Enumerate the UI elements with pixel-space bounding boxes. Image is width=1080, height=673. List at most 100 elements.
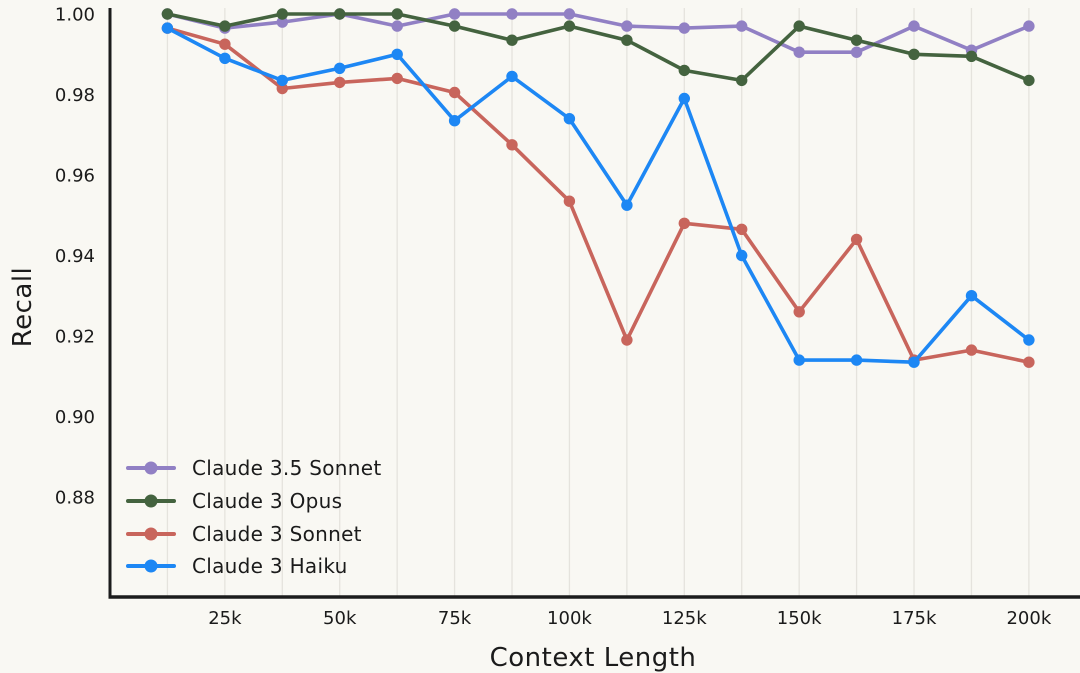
data-point-claude-3-sonnet	[334, 76, 346, 89]
y-tick-label: 0.90	[55, 407, 95, 428]
data-point-claude-3-5-sonnet	[563, 8, 576, 20]
data-point-claude-3-opus	[1023, 74, 1035, 87]
x-tick-label: 150k	[777, 608, 822, 629]
data-point-claude-3-opus	[850, 34, 863, 46]
data-point-claude-3-haiku	[736, 249, 748, 262]
x-tick-label: 25k	[208, 608, 242, 629]
data-point-claude-3-sonnet	[1023, 356, 1035, 368]
data-point-claude-3-haiku	[678, 92, 690, 105]
legend-label: Claude 3 Sonnet	[192, 521, 362, 546]
data-point-claude-3-sonnet	[678, 217, 690, 229]
line-marker-icon	[126, 559, 176, 573]
line-marker-icon	[126, 461, 176, 475]
series-claude-3-haiku	[161, 22, 1035, 368]
data-point-claude-3-5-sonnet	[736, 20, 748, 32]
data-point-claude-3-haiku	[563, 113, 576, 125]
x-tick-labels: 25k 50k 75k 100k 125k 150k 175k 200k	[208, 608, 1052, 629]
x-tick-label: 50k	[323, 608, 357, 629]
gridlines	[166, 8, 1030, 596]
series-claude-3-sonnet	[161, 22, 1035, 368]
data-point-claude-3-opus	[736, 74, 748, 87]
y-tick-label: 1.00	[55, 5, 95, 26]
data-point-claude-3-5-sonnet	[391, 20, 403, 32]
series-line-claude-3-haiku	[165, 26, 1031, 365]
y-tick-label: 0.96	[55, 166, 95, 187]
data-point-claude-3-sonnet	[506, 139, 518, 151]
data-point-claude-3-opus	[965, 50, 978, 62]
legend-item-claude-3-5-sonnet: Claude 3.5 Sonnet	[126, 452, 382, 485]
y-tick-label: 0.94	[55, 246, 95, 267]
data-point-claude-3-opus	[621, 34, 633, 46]
data-point-claude-3-sonnet	[563, 195, 576, 207]
x-tick-label: 200k	[1006, 608, 1051, 629]
series-line-claude-3-opus	[165, 12, 1031, 83]
data-point-claude-3-opus	[334, 8, 346, 20]
legend-item-claude-3-sonnet: Claude 3 Sonnet	[126, 517, 382, 550]
legend: Claude 3.5 Sonnet Claude 3 Opus Claude 3…	[126, 452, 382, 583]
series-line-claude-3-sonnet	[165, 26, 1031, 365]
data-point-claude-3-opus	[448, 20, 461, 32]
data-point-claude-3-5-sonnet	[850, 46, 863, 58]
data-point-claude-3-haiku	[965, 290, 978, 302]
data-point-claude-3-haiku	[506, 70, 518, 83]
data-point-claude-3-sonnet	[621, 334, 633, 346]
data-point-claude-3-5-sonnet	[793, 46, 805, 58]
data-point-claude-3-opus	[563, 20, 576, 32]
series-claude-3-opus	[161, 8, 1035, 87]
line-marker-icon	[126, 494, 176, 508]
data-point-claude-3-haiku	[908, 356, 920, 368]
line-marker-icon	[126, 527, 176, 541]
data-point-claude-3-opus	[793, 20, 805, 32]
data-point-claude-3-opus	[908, 48, 920, 60]
data-point-claude-3-haiku	[391, 48, 403, 60]
data-point-claude-3-haiku	[1023, 334, 1035, 346]
y-tick-label: 0.92	[55, 327, 95, 348]
x-axis-title: Context Length	[489, 643, 697, 673]
series-line-claude-3-5-sonnet	[165, 12, 1031, 55]
data-point-claude-3-5-sonnet	[448, 8, 461, 20]
data-point-claude-3-haiku	[219, 52, 231, 64]
x-tick-label: 175k	[892, 608, 937, 629]
legend-item-claude-3-opus: Claude 3 Opus	[126, 485, 382, 518]
data-point-claude-3-opus	[678, 64, 690, 77]
data-point-claude-3-5-sonnet	[1023, 20, 1035, 32]
data-point-claude-3-sonnet	[276, 82, 288, 95]
data-point-claude-3-opus	[161, 8, 174, 20]
data-point-claude-3-haiku	[276, 74, 288, 87]
y-tick-label: 0.88	[55, 488, 95, 509]
data-point-claude-3-opus	[219, 20, 231, 32]
data-point-claude-3-sonnet	[736, 223, 748, 235]
data-point-claude-3-haiku	[850, 354, 863, 366]
legend-label: Claude 3 Opus	[192, 489, 343, 514]
data-point-claude-3-haiku	[161, 22, 174, 34]
data-point-claude-3-haiku	[448, 115, 461, 127]
data-point-claude-3-sonnet	[391, 72, 403, 85]
x-tick-label: 100k	[547, 608, 592, 629]
legend-label: Claude 3 Haiku	[192, 554, 348, 579]
data-point-claude-3-sonnet	[850, 233, 863, 246]
data-point-claude-3-5-sonnet	[621, 20, 633, 32]
data-point-claude-3-sonnet	[448, 86, 461, 99]
data-point-claude-3-opus	[276, 8, 288, 20]
y-tick-labels: 1.00 0.98 0.96 0.94 0.92 0.90 0.88	[55, 5, 95, 509]
point-marker-icon	[144, 461, 158, 475]
data-point-claude-3-sonnet	[965, 344, 978, 356]
data-point-claude-3-opus	[391, 8, 403, 20]
y-tick-label: 0.98	[55, 85, 95, 106]
data-point-claude-3-5-sonnet	[908, 20, 920, 32]
data-point-claude-3-5-sonnet	[276, 16, 288, 28]
point-marker-icon	[144, 494, 158, 508]
data-point-claude-3-sonnet	[219, 38, 231, 50]
data-point-claude-3-opus	[506, 34, 518, 46]
point-marker-icon	[144, 559, 158, 573]
x-tick-label: 75k	[438, 608, 472, 629]
data-point-claude-3-haiku	[334, 62, 346, 74]
legend-label: Claude 3.5 Sonnet	[192, 456, 382, 481]
data-point-claude-3-5-sonnet	[506, 8, 518, 20]
point-marker-icon	[144, 527, 158, 541]
x-tick-label: 125k	[662, 608, 707, 629]
y-axis-title: Recall	[8, 266, 38, 348]
legend-item-claude-3-haiku: Claude 3 Haiku	[126, 550, 382, 583]
